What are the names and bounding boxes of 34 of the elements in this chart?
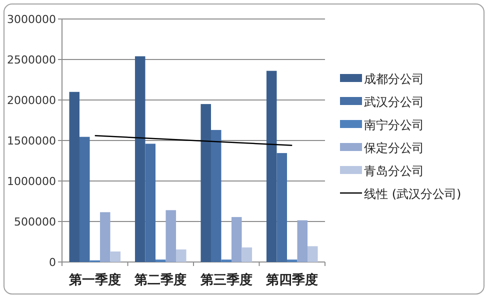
x-tick-label: 第二季度 [134,272,187,288]
legend-label: 青岛分公司 [364,164,424,178]
y-tick-label: 1500000 [7,134,56,148]
line-series [94,135,293,146]
legend-label: 保定分公司 [364,141,424,155]
bar [266,70,277,262]
bar [200,104,211,262]
bar [308,246,318,262]
bar [297,220,308,262]
legend-label: 成都分公司 [364,72,424,86]
bar [276,153,287,262]
x-tick-label: 第一季度 [68,272,121,288]
bar [166,210,176,262]
legend-label: 武汉分公司 [364,95,424,109]
bar [110,251,121,262]
bar [176,249,186,262]
y-tick-label: 3000000 [7,13,56,26]
bar [145,144,156,262]
bar [69,92,80,262]
y-tick-label: 500000 [14,216,56,228]
x-tick-label: 第三季度 [199,272,252,288]
y-tick-label: 2500000 [7,54,56,66]
legend-label: 南宁分公司 [364,118,424,132]
y-tick-label: 1000000 [7,175,56,188]
y-tick-label: 0 [49,256,56,269]
x-tick-label: 第四季度 [265,272,318,288]
bar [79,136,90,262]
bar [100,212,110,262]
y-tick-label: 2000000 [7,94,56,107]
bar [134,56,146,262]
legend-label: 线性 (武汉分公司) [364,187,462,201]
bar [242,247,252,262]
bar [232,217,242,262]
bar [210,130,222,262]
